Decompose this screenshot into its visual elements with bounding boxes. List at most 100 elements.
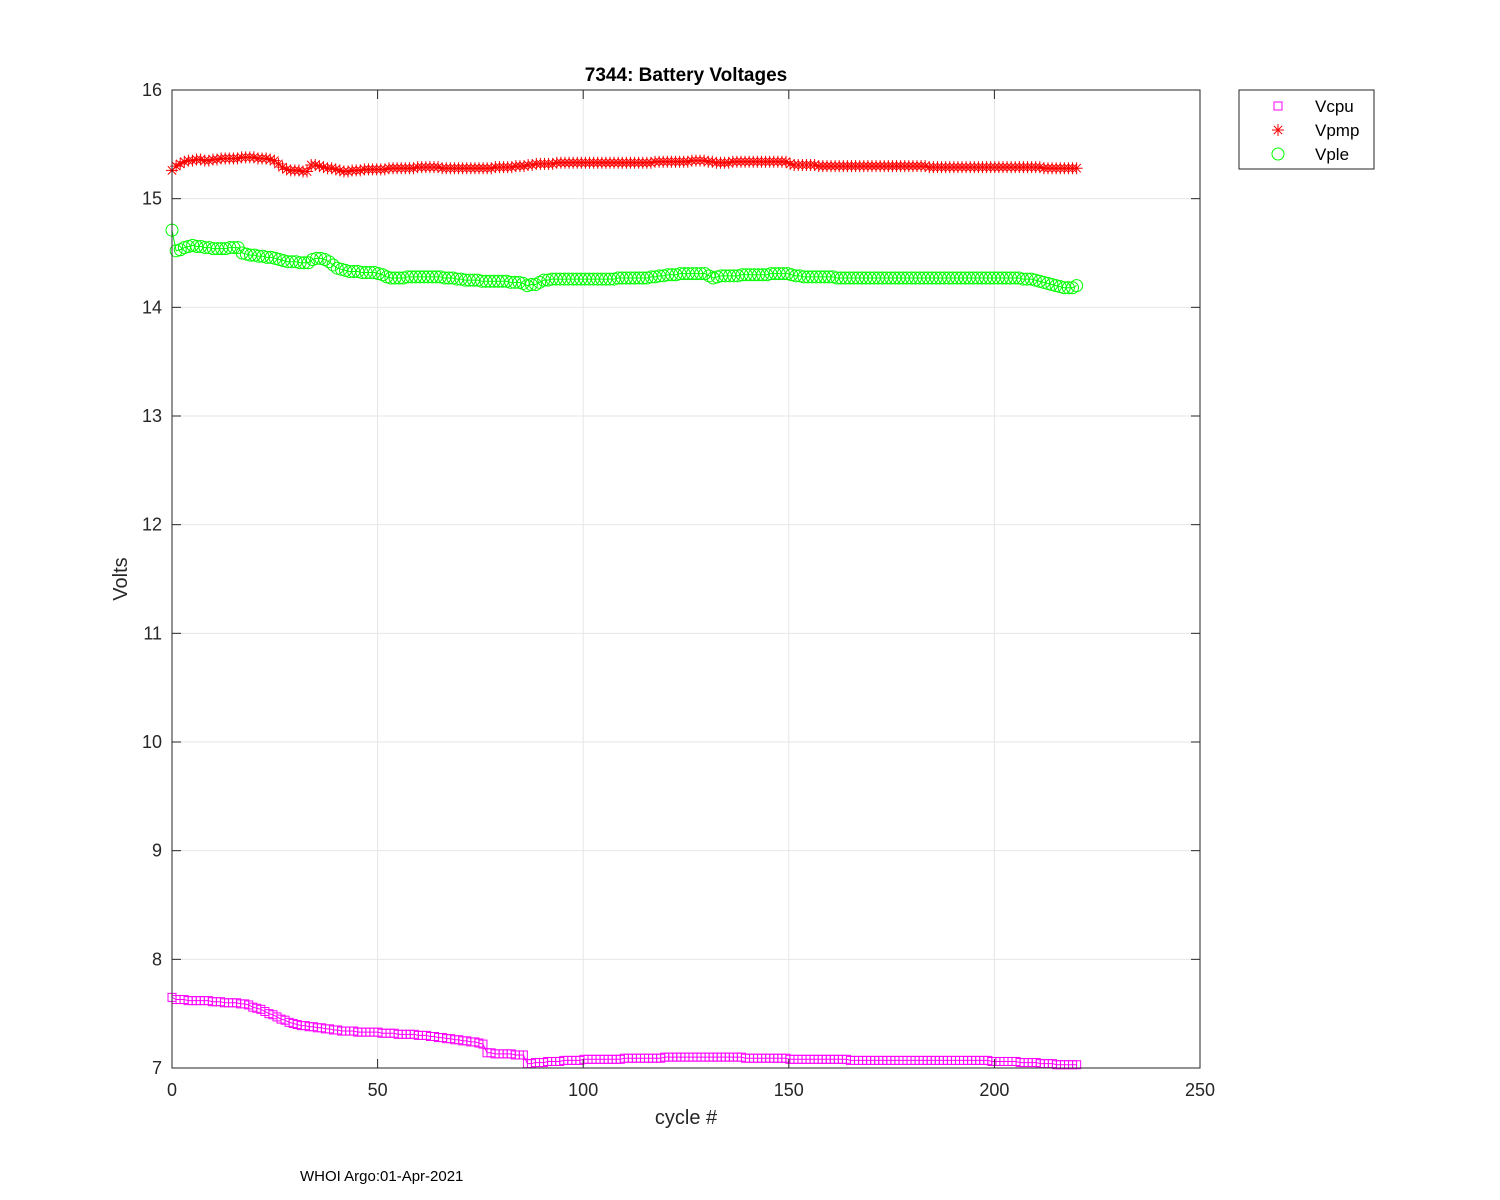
data-point [211, 153, 224, 166]
data-point [309, 158, 322, 171]
data-point [223, 241, 237, 255]
data-point [310, 251, 324, 265]
plot-frame [171, 89, 1201, 1069]
data-point [518, 160, 531, 173]
data-point [524, 278, 538, 292]
data-point [518, 1050, 528, 1060]
data-point [260, 152, 273, 165]
y-axis-label: Volts [110, 557, 132, 600]
data-point [505, 161, 518, 174]
legend-label-vcpu: Vcpu [1315, 97, 1354, 116]
x-tick-label: 150 [774, 1080, 804, 1100]
y-tick-label: 10 [142, 732, 162, 752]
x-tick-label: 200 [979, 1080, 1009, 1100]
data-point [776, 267, 790, 281]
x-tick-label: 100 [568, 1080, 598, 1100]
x-tick-label: 50 [368, 1080, 388, 1100]
legend: Vcpu Vpmp Vple [1238, 89, 1375, 170]
data-point [293, 256, 307, 270]
y-tick-label: 8 [152, 949, 162, 969]
data-point [292, 164, 305, 177]
y-tick-label: 9 [152, 841, 162, 861]
series-vpmp [166, 151, 1083, 178]
data-point [354, 164, 367, 177]
data-point [186, 154, 199, 167]
data-point [808, 158, 821, 171]
y-tick-label: 7 [152, 1058, 162, 1078]
data-point [407, 162, 420, 175]
data-point [1033, 161, 1046, 174]
legend-label-vpmp: Vpmp [1315, 121, 1359, 140]
y-tick-label: 11 [143, 623, 162, 643]
data-point [1020, 272, 1034, 286]
data-point [432, 161, 445, 174]
series-layer [165, 151, 1084, 1070]
data-point [326, 258, 340, 272]
legend-marker-vple [1271, 147, 1285, 161]
data-point [313, 160, 326, 173]
x-tick-label: 0 [167, 1080, 177, 1100]
data-point [698, 154, 711, 167]
y-tick-label: 13 [142, 406, 162, 426]
data-point [690, 267, 704, 281]
y-tick-label: 12 [142, 515, 162, 535]
data-point [170, 160, 183, 173]
data-point [1061, 281, 1075, 295]
data-point [276, 161, 289, 174]
legend-box [1238, 89, 1375, 170]
data-point [272, 157, 285, 170]
data-point [301, 165, 314, 178]
axis-ticks: 0 50 100 150 200 250 7 8 9 10 11 12 13 14 15 16 [142, 80, 1215, 1100]
data-point [1057, 281, 1071, 295]
y-tick-label: 16 [142, 80, 162, 100]
legend-marker-vpmp [1272, 124, 1284, 136]
data-point [325, 162, 338, 175]
data-point [322, 255, 336, 269]
data-point [202, 154, 215, 167]
data-point [174, 157, 187, 170]
data-point [178, 155, 191, 168]
data-point [1070, 279, 1084, 293]
data-point [247, 151, 260, 164]
data-point [478, 1039, 488, 1049]
data-point [378, 163, 391, 176]
data-point [297, 256, 311, 270]
x-axis-label: cycle # [655, 1107, 718, 1129]
legend-marker-vcpu [1273, 101, 1283, 111]
data-point [260, 250, 274, 264]
data-point [546, 157, 559, 170]
data-point [264, 153, 277, 166]
chart-title: 7344: Battery Voltages [585, 65, 787, 86]
data-point [681, 155, 694, 168]
legend-label-vple: Vple [1315, 145, 1349, 164]
footer-credit: WHOI Argo:01-Apr-2021 [300, 1168, 464, 1185]
data-point [333, 164, 346, 177]
x-tick-label: 250 [1185, 1080, 1215, 1100]
data-point [485, 162, 498, 175]
series-vple [165, 223, 1084, 295]
data-point [301, 256, 315, 270]
series-vcpu [167, 992, 1082, 1070]
data-point [919, 160, 932, 173]
data-point [268, 154, 281, 167]
y-tick-label: 14 [142, 297, 162, 317]
data-point [780, 155, 793, 168]
data-point [1072, 1060, 1082, 1070]
data-point [706, 155, 719, 168]
grid [172, 90, 1200, 1068]
y-tick-label: 15 [142, 189, 162, 209]
data-point [1070, 162, 1083, 175]
data-point [342, 165, 355, 178]
data-point [508, 275, 522, 289]
data-point [194, 153, 207, 166]
data-point [280, 163, 293, 176]
data-point [784, 157, 797, 170]
data-point [644, 156, 657, 169]
data-point [526, 158, 539, 171]
data-point [694, 267, 708, 281]
data-point [329, 163, 342, 176]
data-point [231, 152, 244, 165]
data-point [317, 161, 330, 174]
data-point [363, 266, 377, 280]
